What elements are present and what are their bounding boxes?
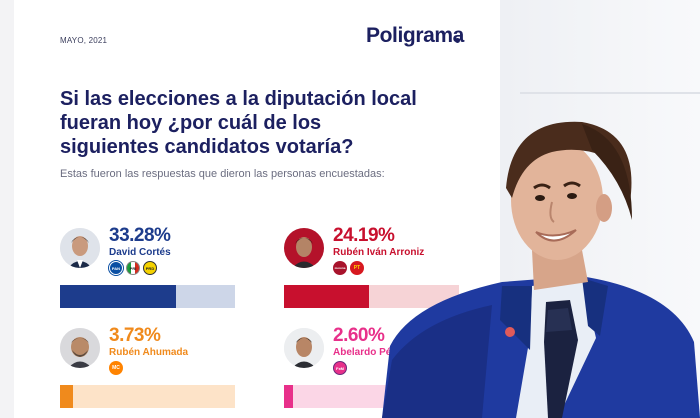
divider bbox=[520, 92, 700, 94]
candidate-photo bbox=[60, 228, 100, 268]
bar-track bbox=[60, 285, 235, 308]
candidate-photo bbox=[60, 328, 100, 368]
candidate-name: Abelardo Pérez bbox=[333, 347, 406, 358]
man-in-suit-image bbox=[382, 121, 700, 418]
bar-track bbox=[60, 385, 235, 408]
mc-logo: MC bbox=[109, 361, 123, 375]
candidate-photo bbox=[284, 328, 324, 368]
party-logos: FxM bbox=[333, 361, 347, 375]
candidate-card: 33.28% David Cortés PAN PRI PRD bbox=[60, 225, 250, 308]
pan-logo: PAN bbox=[109, 261, 123, 275]
candidate-name: Rubén Iván Arroniz bbox=[333, 247, 425, 258]
person-icon bbox=[284, 228, 324, 268]
bar-fill bbox=[60, 385, 74, 408]
report-date: MAYO, 2021 bbox=[60, 36, 108, 45]
party-logos: MC bbox=[109, 361, 123, 375]
candidate-percentage: 24.19% bbox=[333, 225, 395, 246]
bar-fill bbox=[60, 285, 177, 308]
person-icon bbox=[60, 228, 100, 268]
candidate-card: 24.19% Rubén Iván Arroniz morena PT bbox=[284, 225, 474, 308]
party-logos: PAN PRI PRD bbox=[109, 261, 157, 275]
candidate-percentage: 3.73% bbox=[109, 325, 161, 346]
bar-fill bbox=[284, 285, 369, 308]
bar-fill bbox=[284, 385, 294, 408]
candidate-name: Rubén Ahumada bbox=[109, 347, 189, 358]
person-icon bbox=[60, 328, 100, 368]
pri-logo: PRI bbox=[126, 261, 140, 275]
candidate-photo bbox=[284, 228, 324, 268]
pt-logo: PT bbox=[350, 261, 364, 275]
fuerza-logo: FxM bbox=[333, 361, 347, 375]
bar-track bbox=[284, 285, 459, 308]
morena-logo: morena bbox=[333, 261, 347, 275]
candidate-percentage: 33.28% bbox=[109, 225, 171, 246]
candidate-percentage: 2.60% bbox=[333, 325, 385, 346]
brand-logo: Poligrama bbox=[366, 24, 464, 47]
page-title: Si las elecciones a la diputación local … bbox=[60, 88, 417, 158]
candidate-name: David Cortés bbox=[109, 247, 171, 258]
prd-logo: PRD bbox=[143, 261, 157, 275]
brand-dot bbox=[455, 38, 460, 43]
page-subtitle: Estas fueron las respuestas que dieron l… bbox=[60, 168, 385, 180]
party-logos: morena PT bbox=[333, 261, 364, 275]
person-icon bbox=[284, 328, 324, 368]
candidate-card: 3.73% Rubén Ahumada MC bbox=[60, 325, 250, 408]
candidate-overlay-photo bbox=[382, 110, 700, 418]
